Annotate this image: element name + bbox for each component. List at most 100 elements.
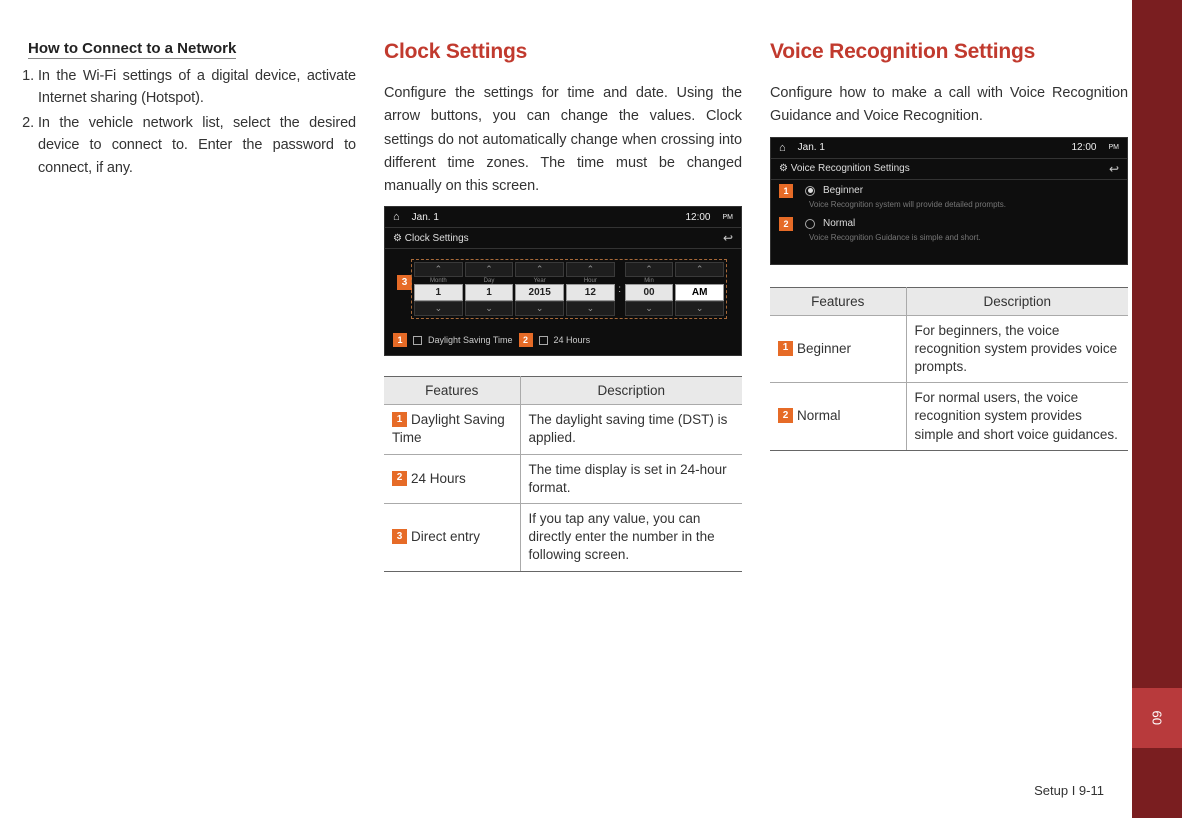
callout-2: 2: [519, 333, 533, 347]
clock-value[interactable]: AM: [675, 284, 724, 301]
clock-value[interactable]: 00: [625, 284, 674, 301]
clock-label: Day: [465, 277, 514, 284]
feature-label: 24 Hours: [411, 471, 466, 486]
voice-option-beginner[interactable]: 1 Beginner: [779, 184, 1119, 198]
clock-label: Year: [515, 277, 564, 284]
gear-icon: ⚙: [393, 233, 402, 244]
feature-label: Daylight Saving Time: [392, 412, 505, 445]
subhead-connect: How to Connect to a Network: [28, 40, 236, 59]
arrow-up-icon[interactable]: ⌃: [566, 262, 615, 277]
callout-2: 2: [779, 217, 793, 231]
title-clock: Clock Settings: [384, 40, 742, 64]
arrow-up-icon[interactable]: ⌃: [414, 262, 463, 277]
num-badge: 1: [392, 412, 407, 427]
arrow-down-icon[interactable]: ⌄: [515, 301, 564, 316]
ss-ampm: PM: [1109, 144, 1120, 151]
clock-label: Month: [414, 277, 463, 284]
clock-col-ampm: ⌃ AM ⌄: [675, 262, 724, 316]
callout-1: 1: [779, 184, 793, 198]
clock-grid: ⌃ Month 1 ⌄ ⌃ Day 1 ⌄ ⌃ Year 2015: [414, 262, 724, 316]
screenshot-clock: ⌂ Jan. 1 12:00 PM ⚙ Clock Settings ↩ 3 ⌃…: [384, 206, 742, 356]
table-voice-features: Features Description 1Beginner For begin…: [770, 287, 1128, 451]
num-badge: 3: [392, 529, 407, 544]
arrow-up-icon[interactable]: ⌃: [675, 262, 724, 277]
ss-time: 12:00: [1071, 142, 1096, 153]
th-description: Description: [520, 377, 742, 405]
arrow-down-icon[interactable]: ⌄: [566, 301, 615, 316]
clock-col-day: ⌃ Day 1 ⌄: [465, 262, 514, 316]
feature-desc: For normal users, the voice recognition …: [906, 383, 1128, 451]
clock-label: [675, 277, 724, 284]
checkbox-dst[interactable]: [413, 336, 422, 345]
back-icon: ↩: [1109, 162, 1119, 176]
column-voice: Voice Recognition Settings Configure how…: [770, 40, 1128, 572]
ss-topbar: ⌂ Jan. 1 12:00 PM: [771, 138, 1127, 159]
table-row: 1Beginner For beginners, the voice recog…: [770, 315, 1128, 383]
arrow-up-icon[interactable]: ⌃: [515, 262, 564, 277]
step-2: In the vehicle network list, select the …: [38, 112, 356, 179]
table-row: 3 Direct entry If you tap any value, you …: [384, 503, 742, 571]
page-content: How to Connect to a Network In the Wi-Fi…: [0, 0, 1182, 612]
num-badge: 1: [778, 341, 793, 356]
clock-sep: :: [617, 284, 623, 295]
opt-label: Beginner: [823, 185, 863, 196]
clock-col-min: ⌃ Min 00 ⌄: [625, 262, 674, 316]
ss-title-row: ⚙ Voice Recognition Settings ↩: [771, 159, 1127, 180]
table-clock-features: Features Description 1Daylight Saving Ti…: [384, 376, 742, 572]
checkbox-24h[interactable]: [539, 336, 548, 345]
arrow-down-icon[interactable]: ⌄: [675, 301, 724, 316]
clock-value[interactable]: 1: [465, 284, 514, 301]
ss-title-row: ⚙ Clock Settings ↩: [385, 228, 741, 249]
opt-label: Normal: [823, 218, 855, 229]
clock-col-month: ⌃ Month 1 ⌄: [414, 262, 463, 316]
opt-dst-label: Daylight Saving Time: [428, 335, 513, 345]
ss-ampm: PM: [723, 214, 734, 221]
clock-label: Hour: [566, 277, 615, 284]
column-clock: Clock Settings Configure the settings fo…: [384, 40, 742, 572]
opt-24h-label: 24 Hours: [554, 335, 591, 345]
opt-sub: Voice Recognition Guidance is simple and…: [809, 233, 1119, 242]
feature-label: Direct entry: [411, 529, 480, 544]
clock-label: Min: [625, 277, 674, 284]
ss-topbar: ⌂ Jan. 1 12:00 PM: [385, 207, 741, 228]
feature-desc: The time display is set in 24-hour forma…: [520, 454, 742, 503]
arrow-down-icon[interactable]: ⌄: [625, 301, 674, 316]
radio-icon[interactable]: [805, 219, 815, 229]
num-badge: 2: [778, 408, 793, 423]
home-icon: ⌂: [393, 211, 400, 223]
column-connect: How to Connect to a Network In the Wi-Fi…: [18, 40, 356, 572]
arrow-down-icon[interactable]: ⌄: [414, 301, 463, 316]
clock-value[interactable]: 2015: [515, 284, 564, 301]
connect-steps: In the Wi-Fi settings of a digital devic…: [18, 65, 356, 179]
feature-desc: The daylight saving time (DST) is applie…: [520, 405, 742, 454]
ss-panel-title: Clock Settings: [405, 233, 469, 244]
ss-date: Jan. 1: [412, 212, 439, 223]
feature-label: Normal: [797, 408, 841, 423]
step-1: In the Wi-Fi settings of a digital devic…: [38, 65, 356, 110]
screenshot-voice: ⌂ Jan. 1 12:00 PM ⚙ Voice Recognition Se…: [770, 137, 1128, 265]
clock-grid-wrap: ⌃ Month 1 ⌄ ⌃ Day 1 ⌄ ⌃ Year 2015: [411, 259, 727, 319]
voice-option-normal[interactable]: 2 Normal: [779, 217, 1119, 231]
table-row: 1Daylight Saving Time The daylight savin…: [384, 405, 742, 454]
ss-date: Jan. 1: [798, 142, 825, 153]
table-row: 2 Normal For normal users, the voice reco…: [770, 383, 1128, 451]
callout-3: 3: [397, 275, 412, 290]
title-voice: Voice Recognition Settings: [770, 40, 1128, 64]
side-tab: 09: [1132, 688, 1182, 748]
table-row: 224 Hours The time display is set in 24-…: [384, 454, 742, 503]
arrow-up-icon[interactable]: ⌃: [465, 262, 514, 277]
arrow-up-icon[interactable]: ⌃: [625, 262, 674, 277]
feature-desc: If you tap any value, you can directly e…: [520, 503, 742, 571]
th-features: Features: [384, 377, 520, 405]
feature-label: Beginner: [797, 341, 851, 356]
voice-body: 1 Beginner Voice Recognition system will…: [771, 180, 1127, 264]
opt-sub: Voice Recognition system will provide de…: [809, 200, 1119, 209]
callout-1: 1: [393, 333, 407, 347]
ss-time: 12:00: [685, 212, 710, 223]
th-features: Features: [770, 287, 906, 315]
clock-value[interactable]: 1: [414, 284, 463, 301]
arrow-down-icon[interactable]: ⌄: [465, 301, 514, 316]
radio-selected-icon[interactable]: [805, 186, 815, 196]
clock-value[interactable]: 12: [566, 284, 615, 301]
page-footer: Setup I 9-11: [1034, 783, 1104, 798]
